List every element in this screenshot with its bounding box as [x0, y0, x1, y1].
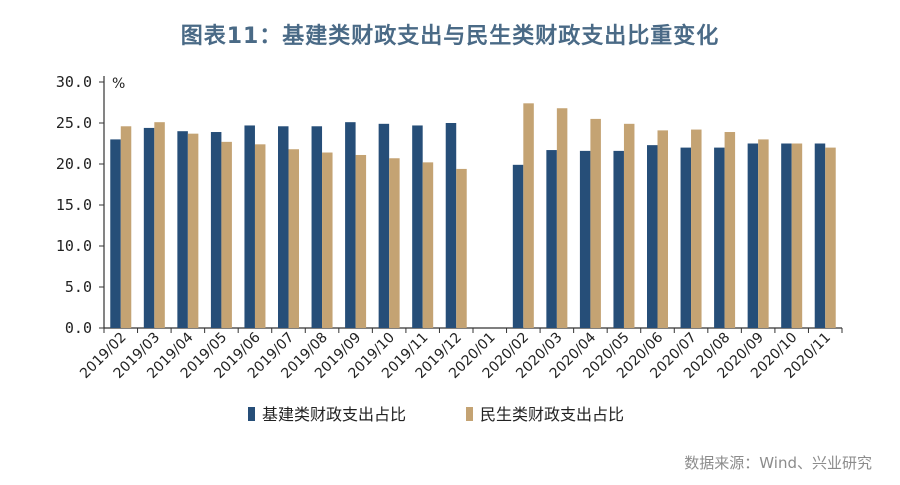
bar-series-2 — [523, 103, 534, 328]
bar-series-2 — [187, 133, 199, 328]
bar-series-1 — [244, 125, 255, 329]
bar-series-1 — [345, 122, 356, 329]
bar-series-2 — [590, 118, 601, 329]
legend-label-2: 民生类财政支出占比 — [480, 405, 624, 424]
bars — [110, 103, 836, 329]
bar-series-1 — [278, 126, 289, 328]
chart-title: 图表11：基建类财政支出与民生类财政支出比重变化 — [180, 24, 720, 49]
bar-series-2 — [355, 154, 367, 328]
y-tick-label: 25.0 — [56, 114, 92, 132]
bar-series-1 — [143, 127, 155, 328]
bar-series-1 — [110, 139, 121, 328]
bar-series-2 — [154, 122, 165, 329]
bar-series-1 — [714, 147, 725, 328]
bar-series-2 — [657, 130, 668, 328]
bar-series-2 — [120, 126, 132, 328]
bar-series-2 — [456, 168, 467, 328]
y-tick-label: 0.0 — [65, 319, 92, 337]
bar-series-2 — [691, 129, 702, 328]
legend-swatch-1 — [248, 407, 255, 421]
x-axis: 2019/022019/032019/042019/052019/062019/… — [77, 327, 843, 382]
bar-series-1 — [378, 123, 390, 328]
bar-series-1 — [311, 126, 323, 328]
bar-series-1 — [210, 132, 222, 328]
bar-series-2 — [221, 141, 232, 328]
bar-series-1 — [512, 164, 524, 328]
bar-series-2 — [422, 162, 434, 328]
bar-series-2 — [623, 123, 635, 328]
y-tick-label: 5.0 — [65, 278, 92, 296]
y-tick-label: 30.0 — [56, 73, 92, 91]
bar-series-1 — [579, 150, 591, 328]
bar-series-1 — [613, 150, 624, 328]
bar-series-2 — [825, 147, 836, 328]
bar-series-2 — [254, 144, 266, 328]
bar-series-2 — [724, 132, 736, 328]
source-note: 数据来源：Wind、兴业研究 — [684, 454, 872, 472]
bar-series-1 — [546, 150, 557, 328]
y-tick-label: 15.0 — [56, 196, 92, 214]
bar-series-1 — [412, 125, 423, 329]
y-tick-label: 10.0 — [56, 237, 92, 255]
bar-series-1 — [177, 131, 188, 328]
bar-series-2 — [791, 143, 803, 328]
legend-swatch-2 — [466, 407, 473, 421]
bar-series-2 — [556, 108, 568, 329]
bar-series-2 — [288, 149, 299, 328]
bar-series-2 — [758, 139, 769, 328]
y-tick-label: 20.0 — [56, 155, 92, 173]
legend-label-1: 基建类财政支出占比 — [262, 405, 406, 424]
y-axis: 0.0 5.0 10.0 15.0 20.0 25.0 30.0% — [56, 73, 125, 337]
bar-series-1 — [647, 145, 658, 328]
bar-series-1 — [814, 143, 826, 328]
bar-series-2 — [389, 158, 400, 328]
bar-series-2 — [322, 152, 333, 328]
bar-series-1 — [680, 147, 692, 328]
bar-series-1 — [747, 143, 759, 328]
bar-series-1 — [445, 123, 457, 328]
bar-series-1 — [781, 143, 792, 328]
y-unit-label: % — [112, 76, 125, 92]
legend: 基建类财政支出占比 民生类财政支出占比 — [248, 405, 624, 424]
